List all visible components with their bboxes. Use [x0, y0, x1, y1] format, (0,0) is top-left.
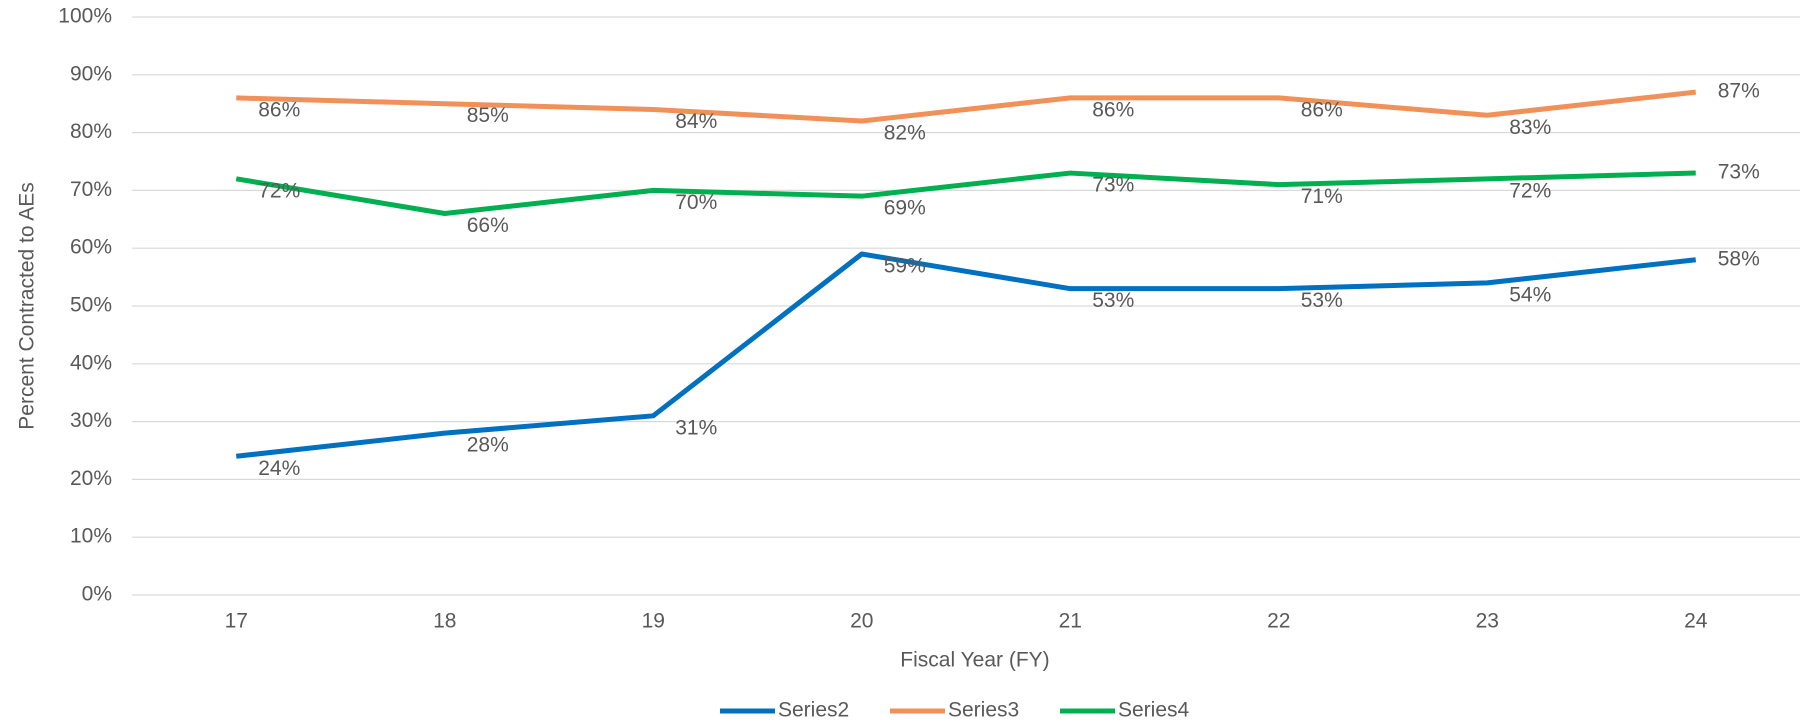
- y-tick-label: 50%: [70, 294, 112, 317]
- data-label: 71%: [1301, 185, 1343, 208]
- data-label: 28%: [467, 434, 509, 457]
- data-label: 31%: [675, 416, 717, 439]
- data-label: 83%: [1509, 116, 1551, 139]
- data-label: 82%: [884, 122, 926, 145]
- series-line: [236, 89, 1697, 124]
- x-tick-label: 17: [225, 610, 248, 633]
- y-tick-label: 70%: [70, 178, 112, 201]
- y-tick-label: 90%: [70, 62, 112, 85]
- x-tick-label: 21: [1059, 610, 1082, 633]
- data-label: 73%: [1092, 174, 1134, 197]
- y-tick-label: 30%: [70, 409, 112, 432]
- x-tick-label: 20: [850, 610, 873, 633]
- data-label: 53%: [1301, 289, 1343, 312]
- data-label: 72%: [258, 179, 300, 202]
- data-label: 70%: [675, 191, 717, 214]
- data-label: 69%: [884, 197, 926, 220]
- data-label: 87%: [1718, 80, 1760, 103]
- data-label: 59%: [884, 255, 926, 278]
- data-label: 86%: [258, 98, 300, 121]
- x-tick-label: 23: [1476, 610, 1499, 633]
- data-label: 85%: [467, 104, 509, 127]
- data-label: 66%: [467, 214, 509, 237]
- y-tick-label: 40%: [70, 351, 112, 374]
- data-label: 24%: [258, 457, 300, 480]
- y-tick-label: 10%: [70, 525, 112, 548]
- series-line: [235, 251, 1697, 459]
- y-axis-title: Percent Contracted to AEs: [16, 182, 39, 429]
- data-label: 53%: [1092, 289, 1134, 312]
- y-tick-label: 60%: [70, 236, 112, 259]
- legend-label: Series4: [1118, 699, 1190, 722]
- legend-label: Series3: [948, 699, 1019, 722]
- data-label: 84%: [675, 110, 717, 133]
- data-label: 72%: [1509, 179, 1551, 202]
- x-tick-label: 24: [1684, 610, 1708, 633]
- x-axis-title: Fiscal Year (FY): [900, 649, 1049, 672]
- x-tick-label: 22: [1267, 610, 1290, 633]
- x-tick-label: 19: [642, 610, 665, 633]
- legend-label: Series2: [778, 699, 849, 722]
- y-tick-label: 0%: [82, 583, 112, 606]
- x-tick-label: 18: [433, 610, 456, 633]
- data-label: 86%: [1301, 98, 1343, 121]
- data-label: 86%: [1092, 98, 1134, 121]
- y-tick-label: 100%: [58, 5, 112, 28]
- data-label: 73%: [1718, 161, 1760, 184]
- data-label: 58%: [1718, 247, 1760, 270]
- series-line: [235, 170, 1696, 217]
- y-tick-label: 80%: [70, 120, 112, 143]
- y-tick-label: 20%: [70, 467, 112, 490]
- data-label: 54%: [1509, 283, 1551, 306]
